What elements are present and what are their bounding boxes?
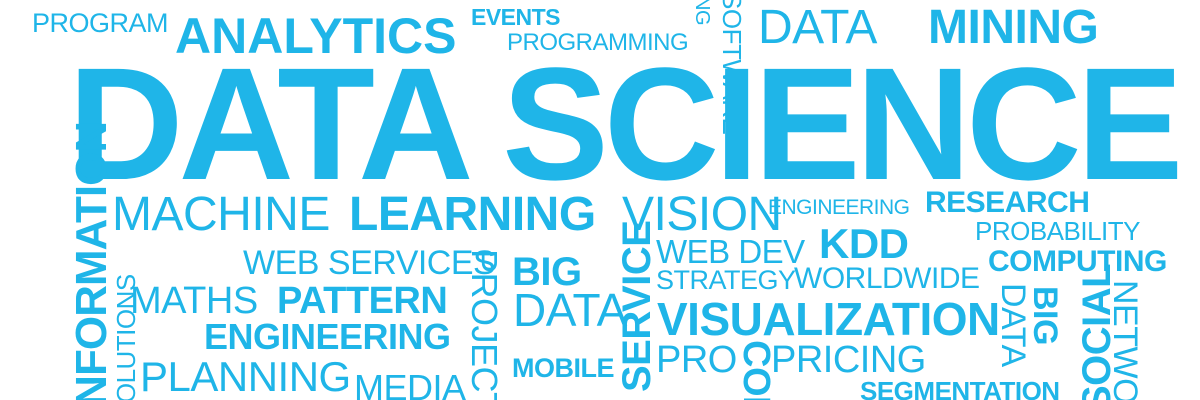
- word-computing: COMPUTING: [988, 245, 1167, 278]
- word-web-dev: WEB DEV: [656, 233, 805, 270]
- word-segmentation: SEGMENTATION: [860, 376, 1060, 400]
- word-data-2: DATA: [513, 284, 627, 336]
- word-web-services: WEB SERVICES: [243, 244, 496, 282]
- word-vision: VISION: [622, 188, 782, 241]
- word-engineering-bold: ENGINEERING: [204, 316, 451, 357]
- word-data-mining-data: DATA: [758, 1, 877, 54]
- word-planning: PLANNING: [140, 353, 351, 400]
- word-information: INFORMATION: [67, 121, 116, 400]
- word-kdd: KDD: [819, 220, 909, 267]
- word-big-1: BIG: [512, 250, 582, 294]
- word-data-science: DATA SCIENCE: [68, 34, 1183, 213]
- word-ng: NG: [691, 0, 713, 25]
- word-pricing: PRICING: [771, 339, 926, 381]
- word-maths: MATHS: [130, 280, 258, 322]
- word-code: CODE: [735, 340, 777, 400]
- word-project: PROJECT: [464, 249, 505, 400]
- word-probability: PROBABILITY: [975, 216, 1141, 246]
- word-program: PROGRAM: [32, 8, 169, 38]
- word-pro: PRO: [656, 339, 737, 381]
- word-analytics: ANALYTICS: [175, 8, 457, 64]
- word-strategy: STRATEGY: [656, 265, 796, 295]
- word-pattern: PATTERN: [277, 280, 448, 322]
- word-big-vertical: BIG: [1026, 286, 1064, 345]
- word-visualization: VISUALIZATION: [657, 293, 1000, 345]
- word-worldwide: WORLDWIDE: [794, 262, 980, 295]
- word-events: EVENTS: [471, 4, 561, 30]
- word-machine: MACHINE: [112, 188, 330, 241]
- word-solutions: SOLUTIONS: [111, 274, 141, 400]
- word-mobile: MOBILE: [512, 353, 615, 383]
- word-media: MEDIA: [354, 367, 466, 400]
- word-social: SOCIAL: [1075, 263, 1119, 400]
- word-research: RESEARCH: [925, 186, 1090, 219]
- word-data-vertical: DATA: [994, 283, 1032, 367]
- word-learning: LEARNING: [349, 188, 596, 241]
- word-engineering-small: ENGINEERING: [768, 196, 910, 219]
- word-data-mining-mining: MINING: [928, 1, 1099, 54]
- word-programming: PROGRAMMING: [507, 29, 689, 56]
